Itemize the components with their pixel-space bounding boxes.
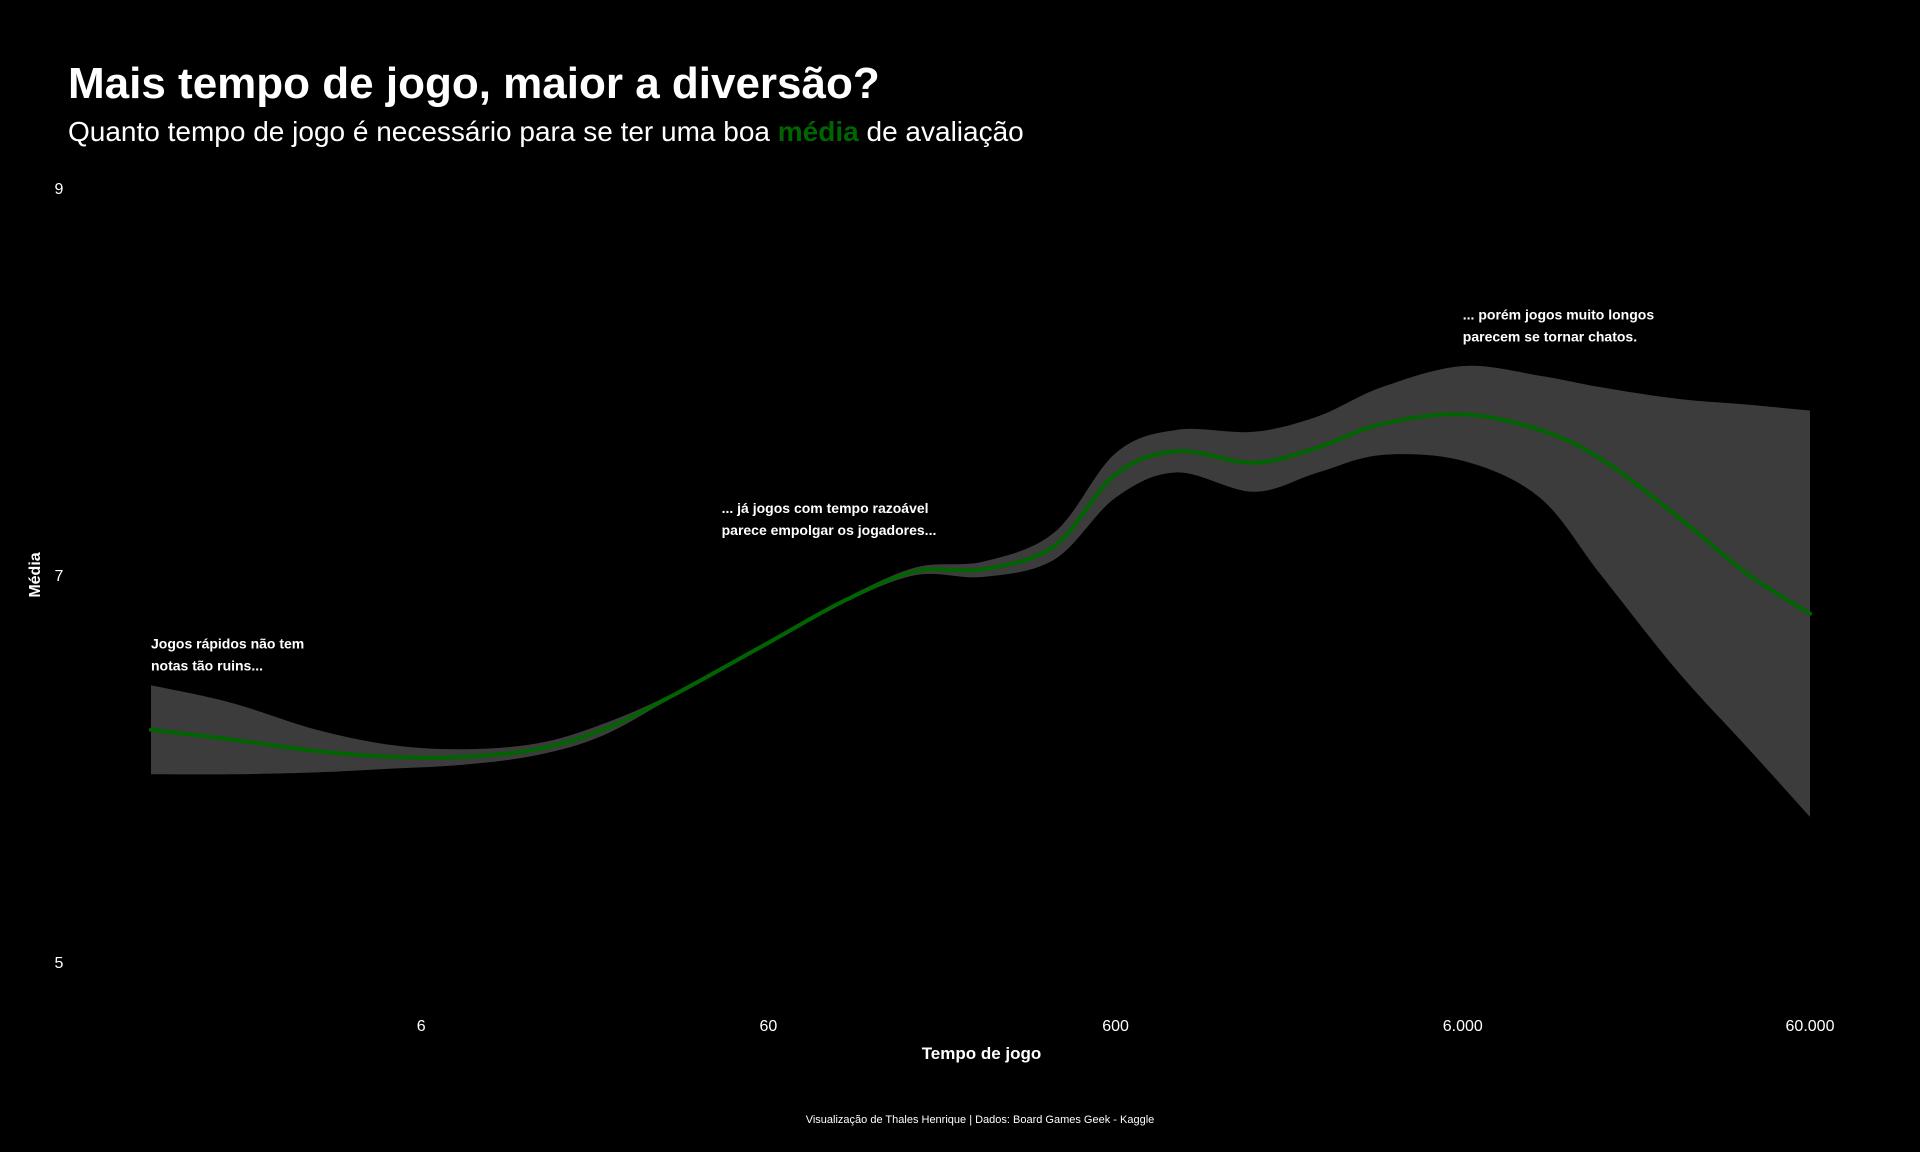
annotation: Jogos rápidos não tem notas tão ruins...	[151, 636, 304, 674]
x-tick-label: 600	[1102, 1018, 1129, 1035]
annotation-line: parece empolgar os jogadores...	[722, 522, 937, 538]
chart-subtitle: Quanto tempo de jogo é necessário para s…	[68, 115, 1024, 149]
chart-caption: Visualização de Thales Henrique | Dados:…	[805, 1114, 1155, 1126]
x-tick-label: 60.000	[1786, 1018, 1835, 1035]
annotation-line: ... já jogos com tempo razoável	[722, 500, 929, 516]
annotation-line: ... porém jogos muito longos	[1463, 307, 1655, 323]
x-tick-label: 6	[417, 1018, 426, 1035]
annotation-line: notas tão ruins...	[151, 658, 263, 674]
x-tick-label: 60	[759, 1018, 777, 1035]
annotation-line: parecem se tornar chatos.	[1463, 329, 1637, 345]
series-line	[149, 412, 1812, 760]
x-tick-label: 6.000	[1443, 1018, 1483, 1035]
chart-title: Mais tempo de jogo, maior a diversão?	[68, 59, 880, 108]
y-tick-label: 9	[55, 181, 64, 198]
subtitle-highlight: média	[777, 116, 859, 147]
x-axis-label: Tempo de jogo	[922, 1044, 1042, 1063]
subtitle-text-before: Quanto tempo de jogo é necessário para s…	[68, 116, 778, 147]
y-tick-label: 5	[55, 955, 64, 972]
subtitle-text-after: de avaliação	[858, 116, 1024, 147]
confidence-band	[151, 365, 1810, 817]
annotation-line: Jogos rápidos não tem	[151, 636, 304, 652]
annotation: ... porém jogos muito longos parecem se t…	[1463, 307, 1655, 345]
y-axis-label: Média	[27, 552, 44, 597]
annotation: ... já jogos com tempo razoável parece em…	[722, 500, 937, 538]
chart-plot: 6 60 600 6.000 60.000 5 7 9 Tempo de jogo Média Jo…	[27, 181, 1835, 1063]
y-tick-label: 7	[55, 568, 64, 585]
